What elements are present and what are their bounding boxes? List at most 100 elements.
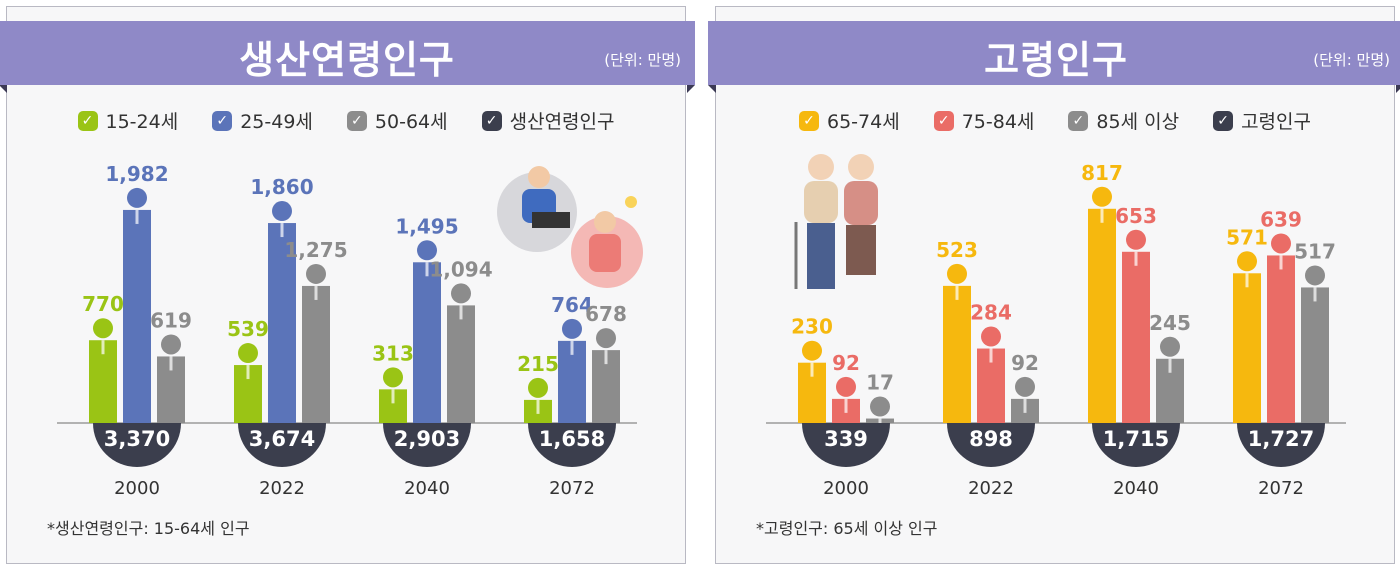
year-tick-label: 2040	[404, 478, 450, 499]
elderly-title: 고령인구	[984, 38, 1128, 82]
bar-2072-2	[1301, 265, 1329, 423]
working-age-legend: ✓ 15-24세 ✓ 25-49세 ✓ 50-64세 ✓ 생산연령인구	[7, 107, 685, 134]
bar	[1122, 251, 1150, 423]
total-semicircle	[802, 423, 890, 467]
value-label: 92	[1011, 351, 1039, 375]
person-head-icon	[1092, 186, 1112, 207]
total-semicircle	[1092, 423, 1180, 467]
bar-2022-2	[1011, 376, 1039, 423]
bar-2000-2	[157, 334, 185, 423]
year-tick-label: 2000	[823, 478, 869, 499]
bar-2072-1	[1267, 233, 1295, 423]
total-badge-2072	[1237, 423, 1325, 467]
tie-mark	[391, 389, 395, 404]
tie-mark	[459, 305, 463, 320]
tie-mark	[246, 365, 250, 380]
total-badge-2000	[802, 423, 890, 467]
bar-2072-1	[558, 318, 586, 423]
person-head-icon	[161, 334, 181, 355]
value-label: 517	[1294, 239, 1336, 263]
person-head-icon	[802, 340, 822, 361]
person-head-icon	[836, 376, 856, 397]
person-head-icon	[1237, 251, 1257, 272]
bar-2040-2	[1156, 336, 1184, 423]
person-head-icon	[1160, 336, 1180, 357]
bar	[447, 305, 475, 423]
value-label: 539	[227, 317, 269, 341]
year-tick-label: 2000	[114, 478, 160, 499]
total-semicircle	[947, 423, 1035, 467]
total-label: 1,715	[1103, 427, 1169, 451]
year-tick-label: 2072	[549, 478, 595, 499]
working-age-chart: 770 1,982 619 3,370 2000 539 1,860 1,275 3,674 20…	[57, 162, 643, 499]
person-head-icon	[870, 396, 890, 417]
value-label: 230	[791, 315, 833, 339]
legend-label: 생산연령인구	[509, 111, 615, 133]
total-label: 1,727	[1248, 427, 1314, 451]
working-age-unit: (단위: 만명)	[604, 51, 681, 69]
elderly-legend: ✓ 65-74세 ✓ 75-84세 ✓ 85세 이상 ✓ 고령인구	[716, 107, 1394, 134]
bar-2000-1	[832, 376, 860, 423]
legend-item-75-84: ✓ 75-84세	[933, 107, 1034, 134]
bar-2072-2	[592, 328, 620, 423]
value-label: 619	[150, 308, 192, 332]
bar-2040-1	[1122, 229, 1150, 423]
bar	[943, 285, 971, 423]
tie-mark	[989, 348, 993, 363]
value-label: 1,860	[250, 175, 313, 199]
tie-mark	[810, 362, 814, 377]
total-badge-2022	[238, 423, 326, 467]
tie-mark	[1279, 255, 1283, 270]
tie-mark	[314, 285, 318, 300]
elderly-banner: 고령인구 (단위: 만명)	[708, 21, 1400, 93]
check-icon: ✓	[77, 110, 98, 131]
person-head-icon	[451, 283, 471, 304]
total-badge-2022	[947, 423, 1035, 467]
year-tick-label: 2022	[968, 478, 1014, 499]
total-label: 3,674	[249, 427, 315, 451]
total-semicircle	[528, 423, 616, 467]
bar	[302, 285, 330, 423]
total-semicircle	[238, 423, 326, 467]
total-badge-2072	[528, 423, 616, 467]
bar	[1267, 255, 1295, 423]
legend-label: 65-74세	[827, 111, 900, 133]
person-head-icon	[238, 343, 258, 364]
total-label: 339	[824, 427, 868, 451]
tie-mark	[604, 350, 608, 365]
tie-mark	[1313, 287, 1317, 302]
bar	[268, 223, 296, 423]
total-label: 898	[969, 427, 1013, 451]
working-age-banner: 생산연령인구 (단위: 만명)	[0, 21, 695, 93]
legend-label: 25-49세	[240, 111, 313, 133]
legend-item-working-total: ✓ 생산연령인구	[481, 107, 615, 134]
tie-mark	[570, 340, 574, 355]
tie-mark	[101, 340, 105, 355]
person-head-icon	[383, 367, 403, 388]
value-label: 678	[585, 302, 627, 326]
value-label: 284	[970, 301, 1012, 325]
bar-2040-0	[379, 367, 407, 423]
bar-2022-2	[302, 263, 330, 423]
value-label: 1,982	[105, 162, 168, 186]
working-age-panel: 생산연령인구 (단위: 만명) ✓ 15-24세 ✓ 25-49세 ✓ 50-6…	[0, 6, 695, 564]
tie-mark	[844, 398, 848, 413]
person-head-icon	[272, 201, 292, 222]
total-label: 3,370	[104, 427, 170, 451]
tie-mark	[955, 285, 959, 300]
person-head-icon	[1126, 229, 1146, 250]
legend-item-elderly-total: ✓ 고령인구	[1213, 107, 1311, 134]
person-head-icon	[1271, 233, 1291, 254]
check-icon: ✓	[933, 110, 954, 131]
legend-item-85-plus: ✓ 85세 이상	[1068, 107, 1179, 134]
value-label: 770	[82, 292, 124, 316]
working-age-title: 생산연령인구	[239, 38, 455, 82]
bar-2022-0	[943, 263, 971, 423]
bar-2000-0	[89, 318, 117, 423]
check-icon: ✓	[481, 110, 502, 131]
elderly-panel: 고령인구 (단위: 만명) ✓ 65-74세 ✓ 75-84세 ✓ 85세 이상…	[708, 6, 1400, 564]
total-semicircle	[383, 423, 471, 467]
tie-mark	[1245, 273, 1249, 288]
check-icon: ✓	[1068, 110, 1089, 131]
bar-2022-1	[977, 326, 1005, 423]
